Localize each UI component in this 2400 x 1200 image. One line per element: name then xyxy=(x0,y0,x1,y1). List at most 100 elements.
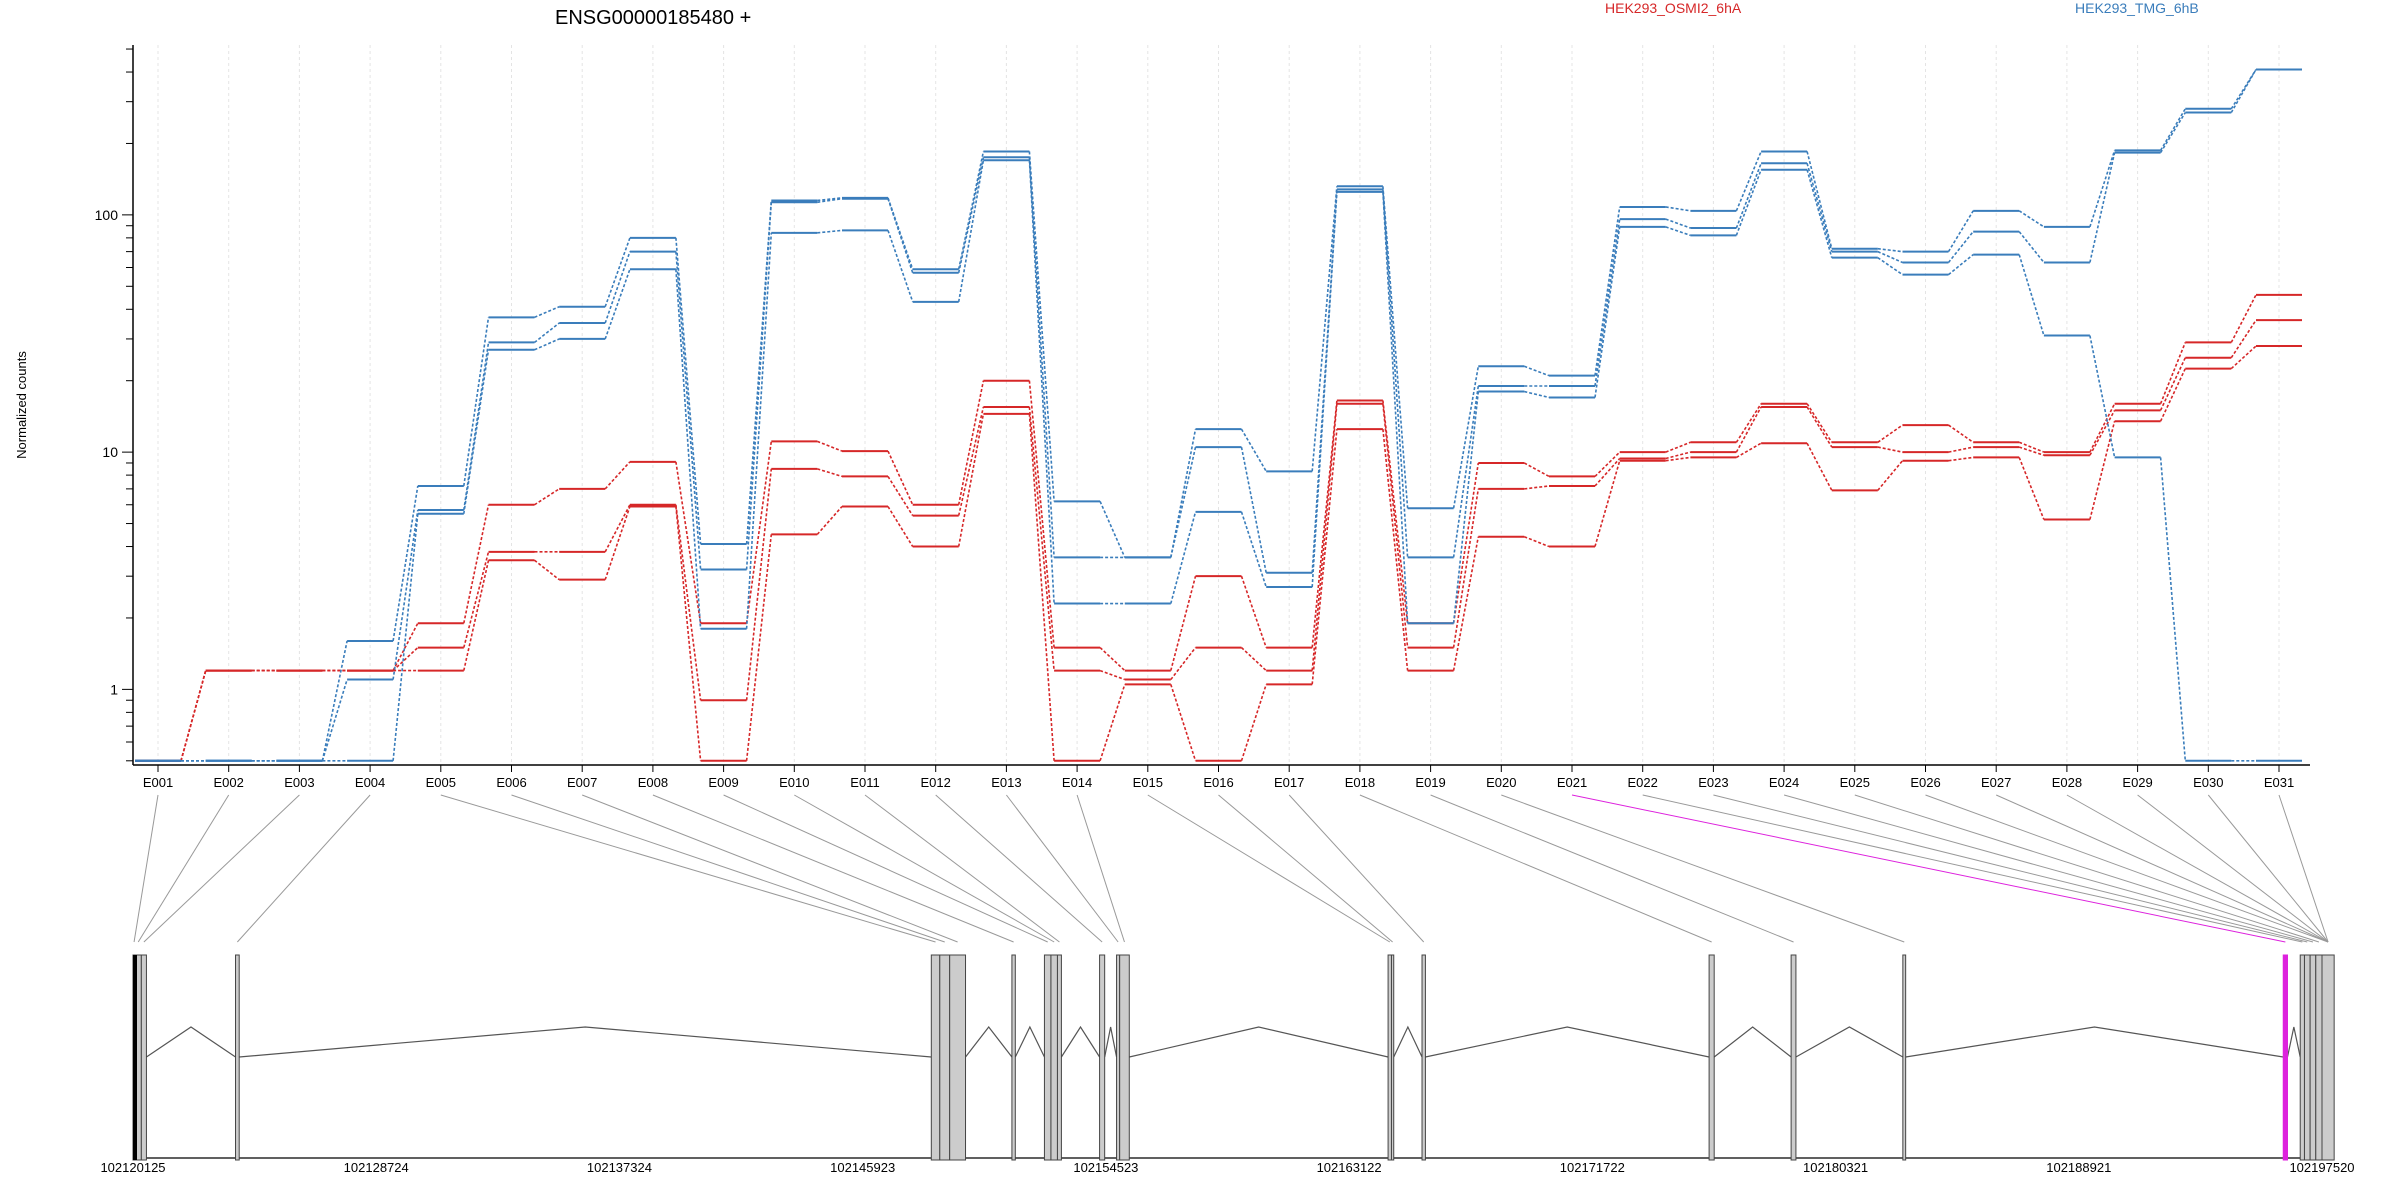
genome-tick-label: 102171722 xyxy=(1560,1160,1625,1175)
series-transition xyxy=(534,559,560,581)
series-transition xyxy=(957,380,985,505)
exon-box xyxy=(1387,954,1392,1161)
series-transition xyxy=(1311,186,1338,472)
series-transition xyxy=(2089,335,2116,458)
series-transition xyxy=(1806,406,1833,448)
series-transition xyxy=(817,440,843,452)
exon-tick-label: E022 xyxy=(1628,775,1658,790)
intron xyxy=(1393,1025,1423,1058)
exon-tick-label: E003 xyxy=(284,775,314,790)
exon-box xyxy=(235,954,240,1161)
series-transition xyxy=(1382,189,1409,558)
series-transition xyxy=(1948,424,1974,443)
series-transition xyxy=(2018,254,2045,336)
series-transition xyxy=(1382,403,1409,648)
series-transition xyxy=(1240,511,1267,588)
series-transition xyxy=(1947,210,1974,253)
series-transition xyxy=(1311,191,1338,588)
legend-tmg-label: HEK293_TMG_6hB xyxy=(2075,0,2199,16)
series-transition xyxy=(2018,457,2045,520)
series-transition xyxy=(1240,446,1267,573)
series-transition xyxy=(675,506,702,761)
series-transition xyxy=(675,237,702,545)
exon-tick-label: E021 xyxy=(1557,775,1587,790)
series-transition xyxy=(392,509,419,680)
exon-box xyxy=(930,954,941,1161)
series-transition xyxy=(675,251,702,570)
exon-tick-label: E013 xyxy=(991,775,1021,790)
intron xyxy=(1425,1026,1710,1058)
exon-box xyxy=(1421,954,1426,1161)
series-transition xyxy=(1806,442,1833,491)
series-transition xyxy=(1665,456,1691,462)
series-transition xyxy=(1877,424,1903,443)
series-transition xyxy=(1240,428,1267,472)
series-transition xyxy=(1524,535,1550,548)
series-transition xyxy=(1947,231,1974,263)
series-transition xyxy=(463,551,490,648)
exon-tick-label: E025 xyxy=(1840,775,1870,790)
series-transition xyxy=(1452,462,1480,624)
series-transition xyxy=(1311,429,1338,685)
series-transition xyxy=(1806,403,1833,443)
series-transition xyxy=(2089,150,2116,228)
exon-tick-label: E005 xyxy=(426,775,456,790)
exon-connector xyxy=(1359,794,1712,943)
series-transition xyxy=(604,268,631,340)
exon-box xyxy=(1119,954,1130,1161)
series-transition xyxy=(1028,413,1055,761)
series-transition xyxy=(817,197,843,202)
series-transition xyxy=(957,406,985,516)
legend-osmi-label: HEK293_OSMI2_6hA xyxy=(1605,0,1742,16)
series-transition xyxy=(1524,485,1550,490)
exon-box xyxy=(140,954,147,1161)
exon-tick-label: E016 xyxy=(1203,775,1233,790)
exon-box xyxy=(2299,954,2305,1161)
series-transition xyxy=(1028,157,1055,558)
exon-tick-label: E004 xyxy=(355,775,385,790)
series-transition xyxy=(1452,391,1480,624)
series-transition xyxy=(463,504,490,624)
series-transition xyxy=(1523,462,1550,478)
series-transition xyxy=(1665,218,1691,229)
series-transition xyxy=(2018,446,2045,457)
series-transition xyxy=(745,534,773,761)
series-transition xyxy=(1382,429,1409,671)
series-transition xyxy=(1170,575,1197,671)
exon-connector xyxy=(133,794,159,943)
series-transition xyxy=(321,679,348,762)
series-transition xyxy=(1099,684,1126,762)
exon-box xyxy=(2321,954,2335,1161)
series-transition xyxy=(392,485,419,642)
series-transition xyxy=(463,560,490,671)
intron xyxy=(1713,1026,1792,1058)
genome-tick-label: 102154523 xyxy=(1073,1160,1138,1175)
series-transition xyxy=(1170,647,1197,681)
series-transition xyxy=(887,475,914,517)
intron xyxy=(239,1026,932,1058)
exon-box xyxy=(2309,954,2317,1161)
exon-box xyxy=(1043,954,1052,1161)
gene-model xyxy=(132,954,2335,1161)
chart-title: ENSG00000185480 + xyxy=(555,7,751,29)
series-transition xyxy=(392,622,419,671)
exon-tick-label: E001 xyxy=(143,775,173,790)
series-transition xyxy=(887,198,914,274)
series-transition xyxy=(604,237,631,308)
series-transition xyxy=(817,468,843,478)
genome-tick-label: 102128724 xyxy=(344,1160,409,1175)
series-transition xyxy=(1382,400,1409,624)
series-transition xyxy=(1524,365,1550,377)
series-transition xyxy=(534,306,560,319)
series-transition xyxy=(2089,152,2116,263)
exon-connector xyxy=(440,794,936,943)
series-transition xyxy=(1877,250,1903,264)
series-transition xyxy=(887,506,914,547)
exon-tick-label: E012 xyxy=(921,775,951,790)
exon-tick-labels: E001 E002 E003 E004 E005 E006 E007 E008 E009 E010… xyxy=(143,775,2294,790)
exon-connector xyxy=(2066,794,2329,943)
series-transition xyxy=(604,251,631,324)
exon-tick-label: E018 xyxy=(1345,775,1375,790)
exon-connector xyxy=(2207,794,2329,943)
exon-box xyxy=(1099,954,1106,1161)
